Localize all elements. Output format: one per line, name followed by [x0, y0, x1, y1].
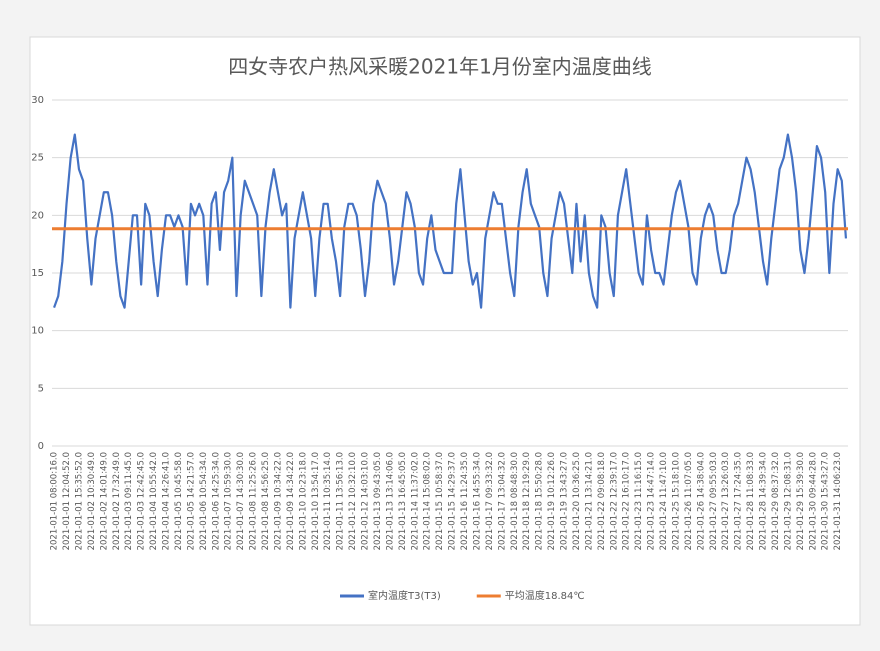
- x-tick-label: 2021-01-21 13:14:21.0: [584, 452, 594, 550]
- x-tick-label: 2021-01-06 14:25:34.0: [211, 452, 221, 550]
- x-tick-label: 2021-01-16 14:55:34.0: [472, 452, 482, 550]
- x-tick-label: 2021-01-04 10:55:42.0: [149, 452, 159, 550]
- x-tick-label: 2021-01-30 15:43:27.0: [821, 452, 831, 550]
- x-tick-label: 2021-01-05 10:45:58.0: [174, 452, 184, 550]
- x-tick-label: 2021-01-02 10:30:49.0: [87, 452, 97, 550]
- y-tick-label: 20: [31, 210, 44, 221]
- x-tick-label: 2021-01-26 14:38:04.0: [696, 452, 706, 550]
- x-tick-label: 2021-01-07 14:30:30.0: [236, 452, 246, 550]
- x-tick-label: 2021-01-26 11:07:05.0: [684, 452, 694, 550]
- x-tick-label: 2021-01-13 09:43:05.0: [373, 452, 383, 550]
- x-tick-label: 2021-01-17 13:04:32.0: [497, 452, 507, 550]
- x-tick-label: 2021-01-19 13:43:27.0: [560, 452, 570, 550]
- x-tick-label: 2021-01-11 13:56:13.0: [336, 452, 346, 550]
- x-tick-label: 2021-01-03 12:42:45.0: [137, 452, 147, 550]
- x-tick-label: 2021-01-29 08:37:32.0: [771, 452, 781, 550]
- y-tick-label: 15: [31, 268, 44, 279]
- x-tick-label: 2021-01-02 14:01:49.0: [99, 452, 109, 550]
- x-tick-label: 2021-01-27 17:24:35.0: [734, 452, 744, 550]
- x-tick-label: 2021-01-19 10:12:26.0: [547, 452, 557, 550]
- x-tick-label: 2021-01-05 14:21:57.0: [186, 452, 196, 550]
- x-tick-label: 2021-01-28 14:39:34.0: [759, 452, 769, 550]
- x-tick-label: 2021-01-01 15:35:52.0: [74, 452, 84, 550]
- y-tick-label: 25: [31, 153, 44, 164]
- x-tick-label: 2021-01-14 15:08:02.0: [423, 452, 433, 550]
- x-tick-label: 2021-01-01 08:00:16.0: [50, 452, 60, 550]
- x-tick-label: 2021-01-08 11:25:26.0: [249, 452, 259, 550]
- x-tick-label: 2021-01-13 16:45:05.0: [398, 452, 408, 550]
- x-tick-label: 2021-01-18 08:48:30.0: [510, 452, 520, 550]
- x-tick-label: 2021-01-12 10:32:10.0: [348, 452, 358, 550]
- x-tick-label: 2021-01-13 13:14:06.0: [385, 452, 395, 550]
- x-tick-label: 2021-01-23 14:47:14.0: [647, 452, 657, 550]
- x-tick-label: 2021-01-29 12:08:31.0: [783, 452, 793, 550]
- x-tick-label: 2021-01-15 14:29:37.0: [448, 452, 458, 550]
- x-tick-label: 2021-01-25 15:18:10.0: [671, 452, 681, 550]
- x-tick-label: 2021-01-10 13:54:17.0: [311, 452, 321, 550]
- x-tick-label: 2021-01-11 10:35:14.0: [323, 452, 333, 550]
- x-tick-label: 2021-01-20 10:36:25.0: [572, 452, 582, 550]
- chart-title: 四女寺农户热风采暖2021年1月份室内温度曲线: [228, 55, 652, 79]
- x-tick-label: 2021-01-18 12:19:29.0: [522, 452, 532, 550]
- y-tick-label: 0: [38, 441, 44, 452]
- x-tick-label: 2021-01-06 10:54:34.0: [199, 452, 209, 550]
- x-tick-label: 2021-01-31 14:06:23.0: [833, 452, 843, 550]
- x-tick-label: 2021-01-04 14:26:41.0: [162, 452, 172, 550]
- x-tick-label: 2021-01-07 10:59:30.0: [224, 452, 234, 550]
- y-tick-label: 5: [38, 383, 44, 394]
- x-tick-label: 2021-01-18 15:50:28.0: [535, 452, 545, 550]
- x-tick-label: 2021-01-09 10:34:22.0: [273, 452, 283, 550]
- y-tick-label: 30: [31, 95, 44, 106]
- x-tick-label: 2021-01-24 11:47:10.0: [659, 452, 669, 550]
- x-tick-label: 2021-01-30 09:44:28.0: [808, 452, 818, 550]
- x-tick-label: 2021-01-23 11:16:15.0: [634, 452, 644, 550]
- x-tick-label: 2021-01-02 17:32:49.0: [112, 452, 122, 550]
- x-tick-label: 2021-01-15 10:58:37.0: [435, 452, 445, 550]
- x-tick-label: 2021-01-27 09:55:03.0: [709, 452, 719, 550]
- x-tick-label: 2021-01-10 10:23:18.0: [298, 452, 308, 550]
- x-tick-label: 2021-01-08 14:56:25.0: [261, 452, 271, 550]
- x-tick-label: 2021-01-29 15:39:30.0: [796, 452, 806, 550]
- y-tick-label: 10: [31, 326, 44, 337]
- x-tick-label: 2021-01-01 12:04:52.0: [62, 452, 72, 550]
- x-tick-label: 2021-01-22 09:08:18.0: [597, 452, 607, 550]
- legend-label: 平均温度18.84℃: [505, 589, 585, 602]
- x-tick-label: 2021-01-14 11:37:02.0: [410, 452, 420, 550]
- x-tick-label: 2021-01-16 11:24:35.0: [460, 452, 470, 550]
- x-tick-label: 2021-01-03 09:11:45.0: [124, 452, 134, 550]
- temperature-line: [53, 133, 848, 309]
- x-tick-label: 2021-01-27 13:26:03.0: [721, 452, 731, 550]
- x-tick-label: 2021-01-12 14:03:10.0: [361, 452, 371, 550]
- x-tick-label: 2021-01-17 09:33:32.0: [485, 452, 495, 550]
- x-tick-label: 2021-01-09 14:34:22.0: [286, 452, 296, 550]
- x-tick-label: 2021-01-28 11:08:33.0: [746, 452, 756, 550]
- x-tick-label: 2021-01-22 12:39:17.0: [609, 452, 619, 550]
- legend-label: 室内温度T3(T3): [368, 589, 441, 602]
- x-tick-label: 2021-01-22 16:10:17.0: [622, 452, 632, 550]
